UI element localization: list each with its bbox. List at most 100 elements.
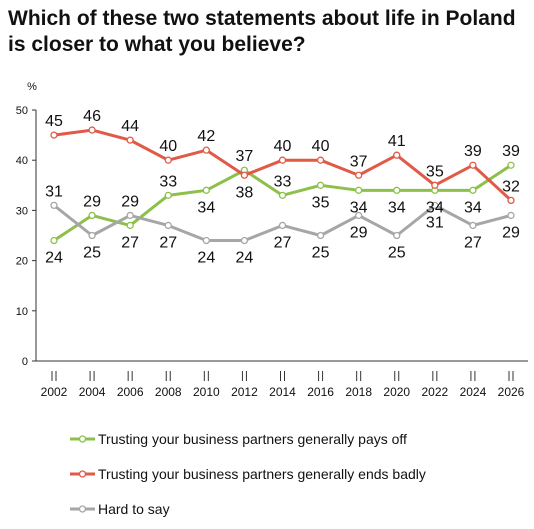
data-point [507, 211, 515, 220]
x-tick-label: 2024 [460, 385, 487, 399]
data-label: 25 [312, 245, 330, 262]
data-label: 41 [388, 133, 406, 150]
data-label: 39 [464, 143, 482, 160]
data-point [126, 211, 134, 220]
data-point [164, 156, 172, 164]
data-label: 40 [312, 138, 330, 155]
data-point [393, 231, 401, 240]
legend-swatch-marker [78, 435, 87, 443]
data-label: 34 [197, 199, 215, 216]
data-label: 35 [312, 194, 330, 211]
data-point [88, 211, 96, 220]
data-point [355, 211, 363, 220]
data-label: 32 [502, 178, 520, 195]
x-tick-label: 2018 [345, 385, 372, 399]
data-point [278, 221, 287, 230]
data-point [507, 196, 515, 205]
data-point [50, 236, 58, 245]
data-point [240, 171, 249, 179]
data-point [126, 221, 134, 230]
legend-item-1: Trusting your business partners generall… [70, 431, 407, 447]
data-point [126, 136, 134, 144]
data-point [50, 131, 58, 139]
chart-title: Which of these two statements about life… [8, 7, 516, 56]
data-point [393, 151, 401, 159]
data-label: 27 [121, 234, 139, 251]
data-label: 34 [464, 199, 482, 216]
data-labels: 45 31 24 46 29 25 44 29 27 40 33 27 42 34 24 37 38 24 40 33… [45, 108, 520, 266]
data-point [431, 181, 439, 189]
data-label: 40 [274, 138, 292, 155]
legend-label: Trusting your business partners generall… [98, 466, 426, 482]
x-tick-label: 2002 [41, 385, 68, 399]
data-label: 34 [426, 199, 444, 216]
data-label: 37 [236, 148, 254, 165]
data-point [469, 221, 477, 230]
x-tick-label: 2010 [193, 385, 220, 399]
data-label: 45 [45, 113, 63, 130]
data-point [469, 186, 477, 194]
legend-label: Hard to say [98, 501, 170, 517]
x-tick-label: 2014 [269, 385, 296, 399]
x-tick-label: 2020 [383, 385, 410, 399]
data-label: 37 [350, 153, 368, 170]
data-label: 27 [274, 234, 292, 251]
series-layer [50, 126, 515, 245]
data-label: 29 [502, 224, 520, 241]
x-tick-label: 2026 [498, 385, 525, 399]
data-point [164, 191, 172, 199]
data-label: 29 [121, 193, 139, 210]
data-point [278, 156, 287, 164]
data-label: 34 [388, 199, 406, 216]
data-point [164, 221, 172, 230]
data-label: 33 [159, 173, 177, 190]
data-label: 40 [159, 138, 177, 155]
data-label: 25 [388, 245, 406, 262]
data-point [431, 201, 439, 210]
data-point [355, 186, 363, 194]
data-label: 33 [274, 173, 292, 190]
legend-swatch-marker [78, 470, 87, 478]
x-tick-label: 2006 [117, 385, 144, 399]
data-point [316, 231, 325, 240]
data-label: 31 [45, 183, 63, 200]
data-label: 34 [350, 199, 368, 216]
x-tick-label: 2012 [231, 385, 258, 399]
data-point [355, 171, 363, 179]
data-label: 29 [350, 224, 368, 241]
data-label: 39 [502, 143, 520, 160]
x-tick-label: 2004 [79, 385, 106, 399]
y-tick-label: 20 [16, 256, 28, 268]
legend-item-3: Hard to say [70, 501, 170, 517]
y-tick-label: 30 [16, 205, 28, 217]
data-point [50, 201, 58, 210]
data-point [278, 191, 287, 199]
data-point [202, 236, 210, 245]
data-point [507, 161, 515, 169]
data-point [88, 231, 96, 240]
y-tick-label: 10 [16, 306, 28, 318]
data-point [240, 236, 249, 245]
data-label: 27 [464, 234, 482, 251]
data-point [316, 181, 325, 189]
data-label: 24 [197, 250, 215, 267]
legend-item-2: Trusting your business partners generall… [70, 466, 426, 482]
y-tick-label: 0 [22, 356, 28, 368]
data-point [202, 186, 210, 194]
y-tick-label: 50 [16, 105, 28, 117]
legend-label: Trusting your business partners generall… [98, 431, 407, 447]
y-tick-label: 40 [16, 155, 28, 167]
data-point [469, 161, 477, 169]
x-tick-label: 2016 [307, 385, 334, 399]
data-point [393, 186, 401, 194]
data-label: 38 [236, 184, 254, 201]
data-label: 35 [426, 163, 444, 180]
axes: % 0 10 20 30 40 50 2002 2004 2006 2008 2010 2012 2014… [16, 81, 528, 399]
legend-swatch-marker [78, 505, 87, 513]
data-label: 27 [159, 234, 177, 251]
data-point [88, 126, 96, 134]
data-label: 29 [83, 193, 101, 210]
data-point [202, 146, 210, 154]
data-label: 24 [45, 250, 63, 267]
